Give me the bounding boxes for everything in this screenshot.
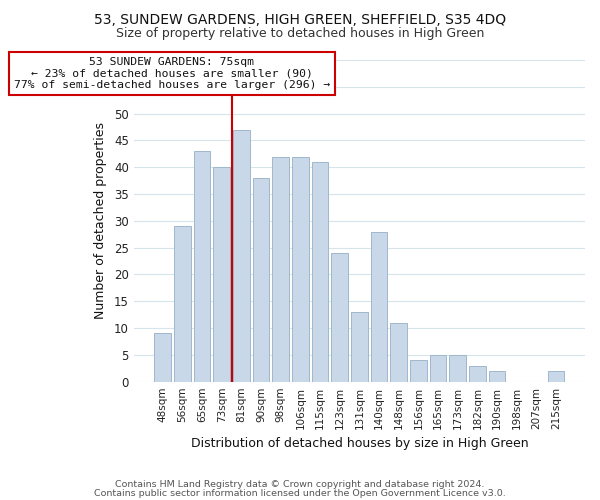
Bar [154,334,171,382]
Bar [174,226,191,382]
Y-axis label: Number of detached properties: Number of detached properties [94,122,107,320]
Bar [449,355,466,382]
Text: Contains HM Land Registry data © Crown copyright and database right 2024.: Contains HM Land Registry data © Crown c… [115,480,485,489]
Bar [351,312,368,382]
Bar [292,156,309,382]
Bar [489,371,505,382]
Text: 53 SUNDEW GARDENS: 75sqm
← 23% of detached houses are smaller (90)
77% of semi-d: 53 SUNDEW GARDENS: 75sqm ← 23% of detach… [14,57,330,90]
Bar [214,167,230,382]
Bar [194,151,211,382]
Text: Contains public sector information licensed under the Open Government Licence v3: Contains public sector information licen… [94,489,506,498]
Bar [410,360,427,382]
Bar [469,366,486,382]
Bar [331,253,348,382]
Bar [371,232,388,382]
Text: 53, SUNDEW GARDENS, HIGH GREEN, SHEFFIELD, S35 4DQ: 53, SUNDEW GARDENS, HIGH GREEN, SHEFFIEL… [94,12,506,26]
Bar [312,162,328,382]
X-axis label: Distribution of detached houses by size in High Green: Distribution of detached houses by size … [191,437,528,450]
Bar [391,322,407,382]
Bar [253,178,269,382]
Bar [548,371,565,382]
Bar [233,130,250,382]
Bar [272,156,289,382]
Text: Size of property relative to detached houses in High Green: Size of property relative to detached ho… [116,28,484,40]
Bar [430,355,446,382]
